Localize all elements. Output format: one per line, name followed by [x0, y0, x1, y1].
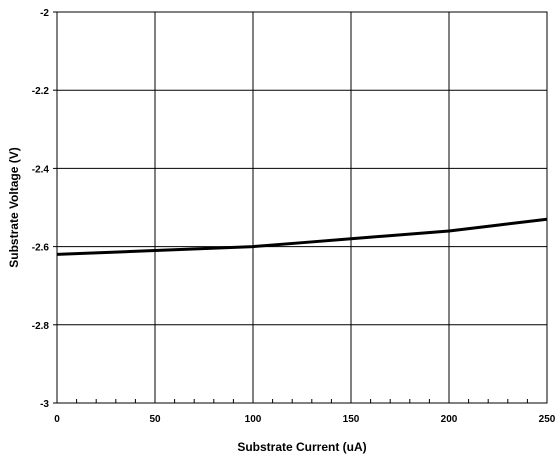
y-tick-label: -2.2 — [32, 86, 50, 97]
plot-area-frame — [56, 11, 548, 404]
x-tick-label: 150 — [343, 414, 360, 425]
series-line — [56, 217, 548, 256]
y-axis-title: Substrate Voltage (V) — [7, 147, 21, 267]
x-tick-label: 100 — [245, 414, 262, 425]
x-minor-ticks — [53, 11, 548, 404]
y-tick-label: -2 — [40, 8, 49, 19]
x-axis-title: Substrate Current (uA) — [237, 440, 366, 454]
x-tick-label: 250 — [539, 414, 556, 425]
y-tick-label: -2.6 — [32, 243, 50, 254]
y-tick-labels: -2 -2.2 -2.4 -2.6 -2.8 -3 — [32, 8, 50, 410]
series-layer — [56, 217, 548, 256]
x-tick-label: 200 — [441, 414, 458, 425]
x-tick-labels: 0 50 100 150 200 250 — [54, 414, 556, 425]
x-tick-label: 0 — [54, 414, 60, 425]
y-tick-label: -3 — [40, 399, 49, 410]
y-tick-label: -2.4 — [32, 164, 50, 175]
grid-lines — [56, 11, 548, 404]
y-tick-label: -2.8 — [32, 321, 50, 332]
x-tick-label: 50 — [149, 414, 161, 425]
